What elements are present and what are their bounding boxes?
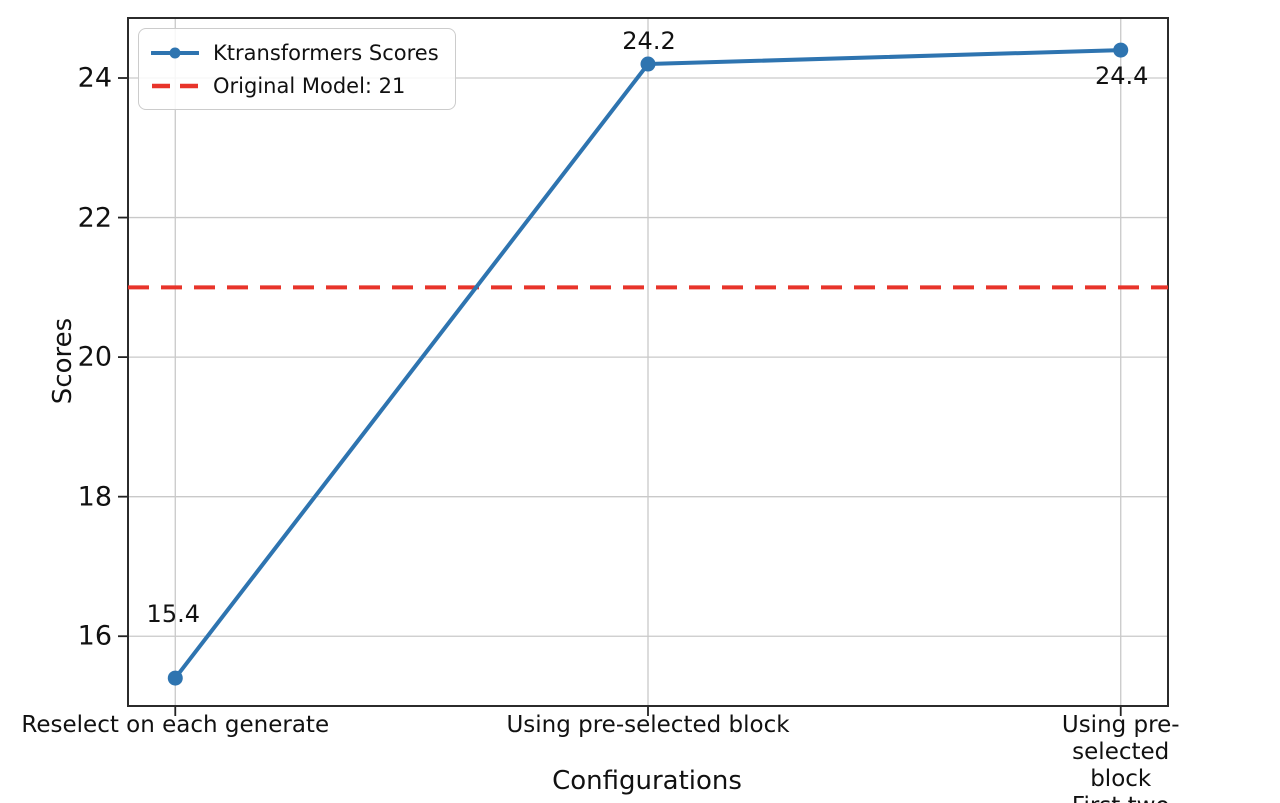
data-point-label: 15.4 <box>146 600 200 629</box>
y-axis-title: Scores <box>48 317 78 405</box>
y-tick-label: 20 <box>77 341 112 373</box>
x-tick-label: Using pre-selected block <box>506 712 790 738</box>
plot-border <box>127 17 1169 707</box>
dashed-line-sample-icon <box>152 83 198 88</box>
x-tick-label: Reselect on each generate <box>21 712 330 738</box>
x-tick-label: Using pre-selected block First two layer… <box>1061 712 1180 803</box>
line-marker-sample-icon <box>151 47 199 58</box>
legend-item-original-model: Original Model: 21 <box>151 71 439 100</box>
legend-label-original-model: Original Model: 21 <box>213 73 406 98</box>
y-tick-label: 16 <box>77 620 112 652</box>
legend: Ktransformers Scores Original Model: 21 <box>138 28 456 110</box>
x-axis-title: Configurations <box>552 766 742 796</box>
data-point-label: 24.4 <box>1095 62 1149 91</box>
legend-label-ktransformers-scores: Ktransformers Scores <box>213 40 439 65</box>
data-point-marker <box>640 56 656 72</box>
legend-item-ktransformers-scores: Ktransformers Scores <box>151 38 439 67</box>
y-tick-label: 24 <box>77 62 112 94</box>
y-tick-label: 22 <box>77 202 112 234</box>
data-point-marker <box>167 670 183 686</box>
data-point-label: 24.2 <box>622 27 676 56</box>
y-tick-label: 18 <box>77 481 112 513</box>
data-point-marker <box>1113 42 1129 58</box>
